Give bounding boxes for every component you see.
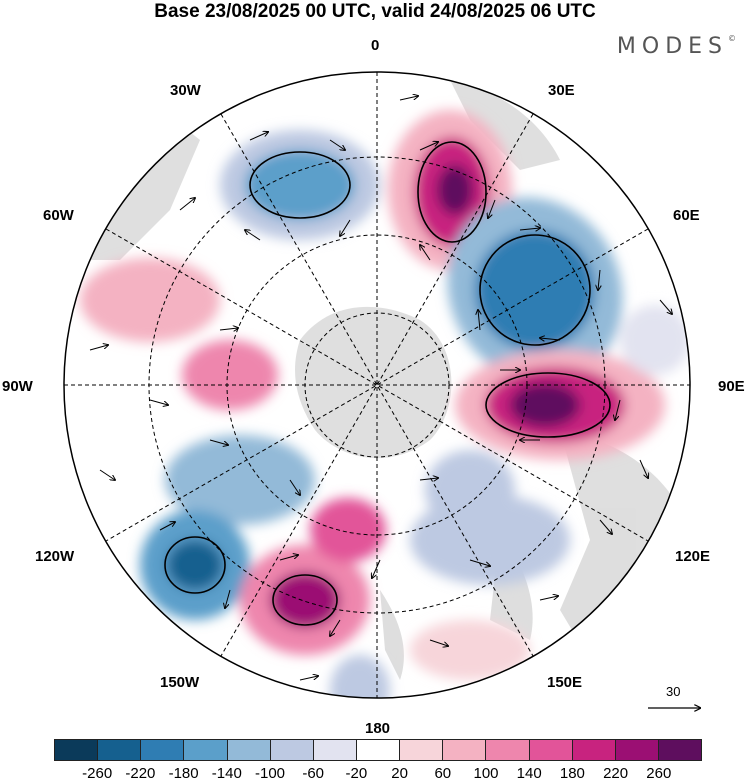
label-0: 0	[371, 37, 380, 54]
colorbar-swatch	[55, 740, 99, 760]
colorbar-tick-label: -180	[168, 765, 199, 782]
colorbar-swatch	[141, 740, 185, 760]
colorbar-tick-label: 60	[434, 765, 452, 782]
colorbar-tick-label: 180	[559, 765, 585, 782]
colorbar-tick-label: -100	[254, 765, 286, 782]
contour-lines	[164, 141, 611, 626]
colorbar-tick-label: 140	[516, 765, 542, 782]
label-120w: 120W	[35, 548, 75, 565]
colorbar-swatch	[486, 740, 530, 760]
colorbar-tick-label: -260	[82, 765, 113, 782]
brand-name: MODES	[616, 34, 728, 59]
grid-lines	[64, 72, 690, 698]
colorbar-tick-label: 100	[473, 765, 499, 782]
colorbar-tick-label: -60	[302, 765, 325, 782]
label-180: 180	[365, 720, 391, 737]
colorbar-tick-label: -20	[345, 765, 368, 782]
map-title: Base 23/08/2025 00 UTC, valid 24/08/2025…	[154, 1, 596, 22]
colorbar-swatch	[658, 740, 702, 760]
colorbar-tick-label: -220	[125, 765, 156, 782]
colorbar-swatch	[443, 740, 487, 760]
brand-mark: ©	[728, 34, 736, 43]
colorbar-swatch	[400, 740, 444, 760]
colorbar-swatch	[270, 740, 314, 760]
label-30w: 30W	[170, 82, 201, 99]
label-60e: 60E	[673, 207, 700, 224]
label-60w: 60W	[43, 207, 74, 224]
colorbar-swatch	[615, 740, 659, 760]
anomaly-field	[80, 110, 690, 698]
colorbar-tick-label: 260	[646, 765, 672, 782]
label-90w: 90W	[2, 378, 33, 395]
colorbar-tick-label: 20	[391, 765, 408, 782]
label-90e: 90E	[718, 378, 745, 395]
colorbar	[54, 739, 702, 761]
modes-logo: MODES©	[617, 34, 736, 59]
wind-vectors	[89, 96, 672, 681]
colorbar-swatch	[313, 740, 357, 760]
colorbar-tick-label: 220	[603, 765, 629, 782]
colorbar-swatch	[572, 740, 616, 760]
map-frame	[63, 71, 691, 699]
colorbar-swatch	[98, 740, 142, 760]
label-30e: 30E	[548, 82, 575, 99]
colorbar-swatch	[356, 740, 401, 760]
reference-vector-label: 30	[666, 684, 681, 699]
colorbar-tick-label: -140	[211, 765, 242, 782]
label-120e: 120E	[675, 548, 711, 565]
colorbar-swatch	[227, 740, 271, 760]
colorbar-swatch	[184, 740, 228, 760]
label-150w: 150W	[160, 674, 200, 691]
label-150e: 150E	[547, 674, 583, 691]
colorbar-swatch	[529, 740, 573, 760]
